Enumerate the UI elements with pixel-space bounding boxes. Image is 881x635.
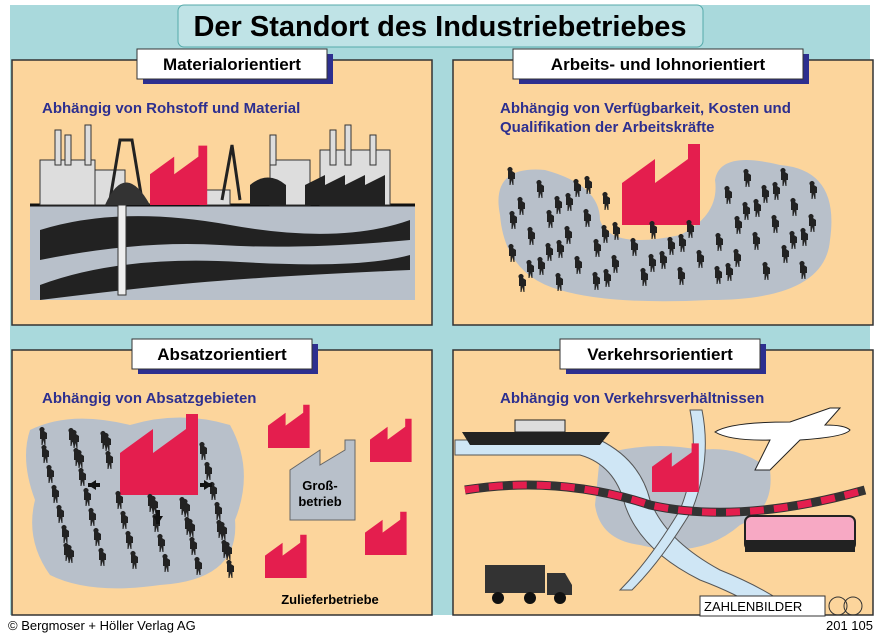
ship-deck bbox=[515, 420, 565, 432]
chimney bbox=[270, 135, 276, 165]
chimney bbox=[55, 130, 61, 165]
chimney bbox=[370, 135, 376, 165]
shaft bbox=[118, 200, 126, 295]
panel-subtitle: Abhängig von Verfügbarkeit, Kosten und bbox=[500, 100, 791, 117]
panel-subtitle: Abhängig von Absatzgebieten bbox=[42, 390, 256, 407]
center-label: Groß- bbox=[302, 478, 337, 493]
publisher: © Bergmoser + Höller Verlag AG bbox=[8, 618, 196, 633]
chimney bbox=[65, 135, 71, 165]
panel-subtitle: Qualifikation der Arbeitskräfte bbox=[500, 119, 715, 136]
panel-heading: Absatzorientiert bbox=[157, 345, 287, 364]
building bbox=[40, 160, 95, 205]
infographic: Der Standort des Industriebetriebes © Be… bbox=[0, 0, 881, 635]
train-base bbox=[745, 540, 855, 552]
panel-heading: Verkehrsorientiert bbox=[587, 345, 733, 364]
chimney bbox=[85, 125, 91, 165]
chimney bbox=[345, 125, 351, 165]
wheel bbox=[492, 592, 504, 604]
panel-subtitle: Abhängig von Rohstoff und Material bbox=[42, 100, 300, 117]
title: Der Standort des Industriebetriebes bbox=[193, 11, 686, 43]
wheel bbox=[554, 592, 566, 604]
panel-subtitle: Abhängig von Verkehrsverhältnissen bbox=[500, 390, 764, 407]
tank bbox=[250, 178, 286, 206]
ship bbox=[462, 432, 610, 445]
chimney bbox=[330, 130, 336, 165]
logo: ZAHLENBILDER bbox=[704, 599, 802, 614]
wheel bbox=[524, 592, 536, 604]
panel-heading: Materialorientiert bbox=[163, 55, 301, 74]
truck-cargo bbox=[485, 565, 545, 593]
number: 201 105 bbox=[826, 618, 873, 633]
center-label: betrieb bbox=[298, 494, 341, 509]
supplier-label: Zulieferbetriebe bbox=[281, 592, 379, 607]
panel-heading: Arbeits- und lohnorientiert bbox=[551, 55, 766, 74]
